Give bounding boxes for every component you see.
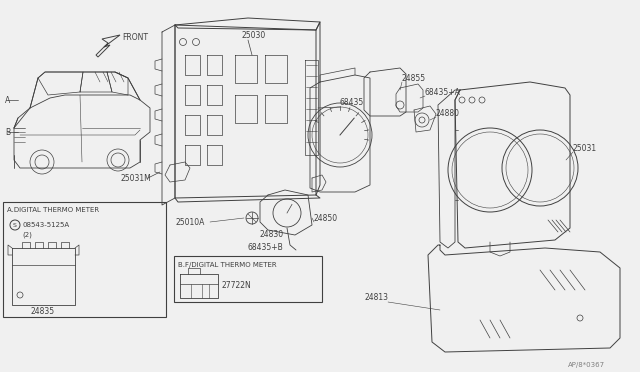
Text: 24835: 24835 [30, 308, 54, 317]
Bar [174, 256, 322, 302]
Text: S: S [13, 222, 17, 228]
Text: 24830: 24830 [260, 230, 284, 238]
Text: 68435+B: 68435+B [248, 243, 284, 251]
Text: A.DIGITAL THERMO METER: A.DIGITAL THERMO METER [7, 207, 99, 213]
Text: 24855: 24855 [402, 74, 426, 83]
Text: 08543-5125A: 08543-5125A [22, 222, 69, 228]
Text: B.F/DIGITAL THERMO METER: B.F/DIGITAL THERMO METER [178, 262, 276, 268]
Text: 68435+A: 68435+A [425, 87, 461, 96]
Text: 24813: 24813 [365, 294, 389, 302]
Bar [3, 202, 166, 317]
Text: (2): (2) [22, 232, 32, 238]
Text: 25031M: 25031M [120, 173, 151, 183]
Text: 25031: 25031 [573, 144, 597, 153]
Text: 27722N: 27722N [222, 280, 252, 289]
Text: 24880: 24880 [436, 109, 460, 118]
Text: 25030: 25030 [242, 31, 266, 39]
Text: A: A [5, 96, 10, 105]
Text: 25010A: 25010A [175, 218, 204, 227]
Text: AP/8*0367: AP/8*0367 [568, 362, 605, 368]
Text: B: B [5, 128, 10, 137]
Text: 68435: 68435 [340, 97, 364, 106]
Text: FRONT: FRONT [122, 33, 148, 42]
Text: 24850: 24850 [314, 214, 338, 222]
